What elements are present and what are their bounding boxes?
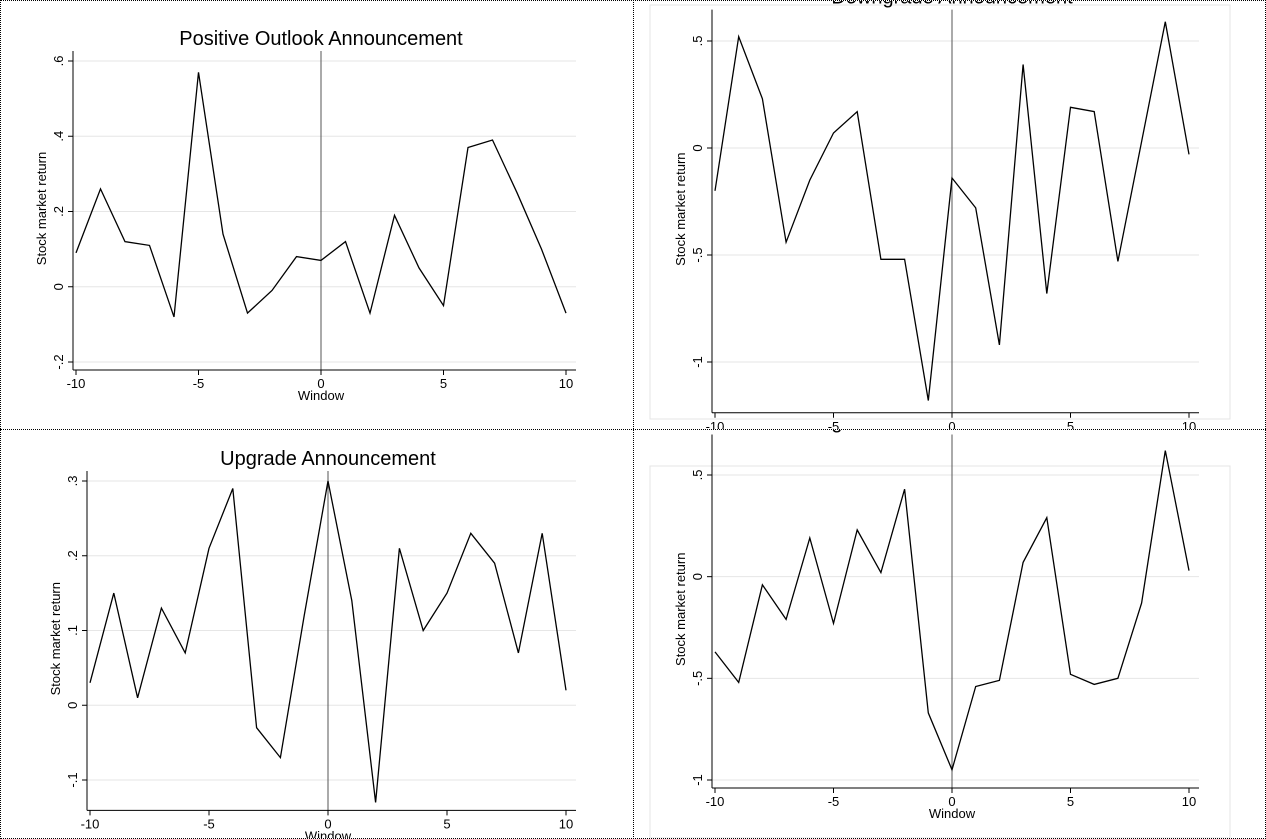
- x-axis-label: Window: [298, 388, 345, 403]
- y-axis-label: Stock market return: [673, 152, 688, 265]
- y-tick-label: .2: [65, 550, 80, 561]
- x-tick-label: -5: [203, 816, 215, 831]
- chart-positive-outlook: -10 -5 0 5 10 -.2 0 .2 .4 .6 Positive Outlook Anno…: [34, 28, 576, 403]
- x-tick-label: -10: [706, 794, 725, 809]
- chart-upgrade: -10 -5 0 5 10 -.1 0 .1 .2 .3 Upgrade Announcement W…: [48, 448, 576, 838]
- x-tick-label: -10: [67, 376, 86, 391]
- series-line: [714, 21, 1190, 401]
- y-tick-label: 0: [51, 283, 66, 290]
- y-tick-label: .5: [690, 36, 705, 47]
- y-tick-label: -.5: [690, 671, 705, 686]
- chart-title: Negative Outlook Announcement: [806, 430, 1099, 434]
- x-tick-label: 5: [1067, 419, 1074, 429]
- x-tick-label: 10: [559, 376, 573, 391]
- y-axis-label: Stock market return: [673, 553, 688, 666]
- x-tick-label: 0: [948, 419, 955, 429]
- x-axis-label: Window: [929, 806, 976, 821]
- y-tick-label: 0: [65, 702, 80, 709]
- y-tick-label: .6: [51, 56, 66, 67]
- chart-title: Upgrade Announcement: [220, 448, 436, 470]
- y-tick-label: -.5: [690, 247, 705, 262]
- x-tick-label: 0: [948, 794, 955, 809]
- x-tick-label: 0: [324, 816, 331, 831]
- x-tick-label: -10: [706, 419, 725, 429]
- x-tick-label: 10: [1182, 794, 1196, 809]
- y-axis-label: Stock market return: [34, 152, 49, 265]
- x-tick-label: 5: [1067, 794, 1074, 809]
- series-line: [714, 450, 1190, 772]
- x-tick-label: -10: [81, 816, 100, 831]
- horizontal-divider: [0, 429, 1266, 430]
- y-tick-label: -1: [690, 774, 705, 786]
- chart-title: Positive Outlook Announcement: [179, 28, 463, 50]
- y-tick-label: .1: [65, 625, 80, 636]
- x-tick-label: -5: [193, 376, 205, 391]
- x-tick-label: 5: [443, 816, 450, 831]
- y-tick-label: .5: [690, 470, 705, 481]
- y-axis-label: Stock market return: [48, 582, 63, 695]
- y-tick-label: -.1: [65, 772, 80, 787]
- series-line: [75, 72, 567, 318]
- y-tick-label: -.2: [51, 354, 66, 369]
- plot-outer-border: [649, 465, 1231, 838]
- vertical-divider: [633, 0, 634, 839]
- y-tick-label: 0: [690, 144, 705, 151]
- x-tick-label: 5: [440, 376, 447, 391]
- plot-outer-border: [649, 4, 1231, 420]
- x-tick-label: -5: [828, 419, 840, 429]
- series-line: [89, 480, 567, 803]
- chart-title: Downgrade Announcement: [831, 1, 1073, 9]
- x-tick-label: -5: [828, 794, 840, 809]
- y-tick-label: 0: [690, 573, 705, 580]
- y-tick-label: .4: [51, 131, 66, 142]
- y-tick-label: .3: [65, 476, 80, 487]
- y-tick-label: .2: [51, 206, 66, 217]
- x-axis-label: Window: [305, 828, 352, 838]
- x-tick-label: 10: [559, 816, 573, 831]
- x-tick-label: 0: [317, 376, 324, 391]
- x-tick-label: 10: [1182, 419, 1196, 429]
- y-tick-label: -1: [690, 356, 705, 368]
- chart-negative-outlook: -10 -5 0 5 10 -1 -.5 0 .5 Negative Outlook Announ…: [649, 430, 1231, 838]
